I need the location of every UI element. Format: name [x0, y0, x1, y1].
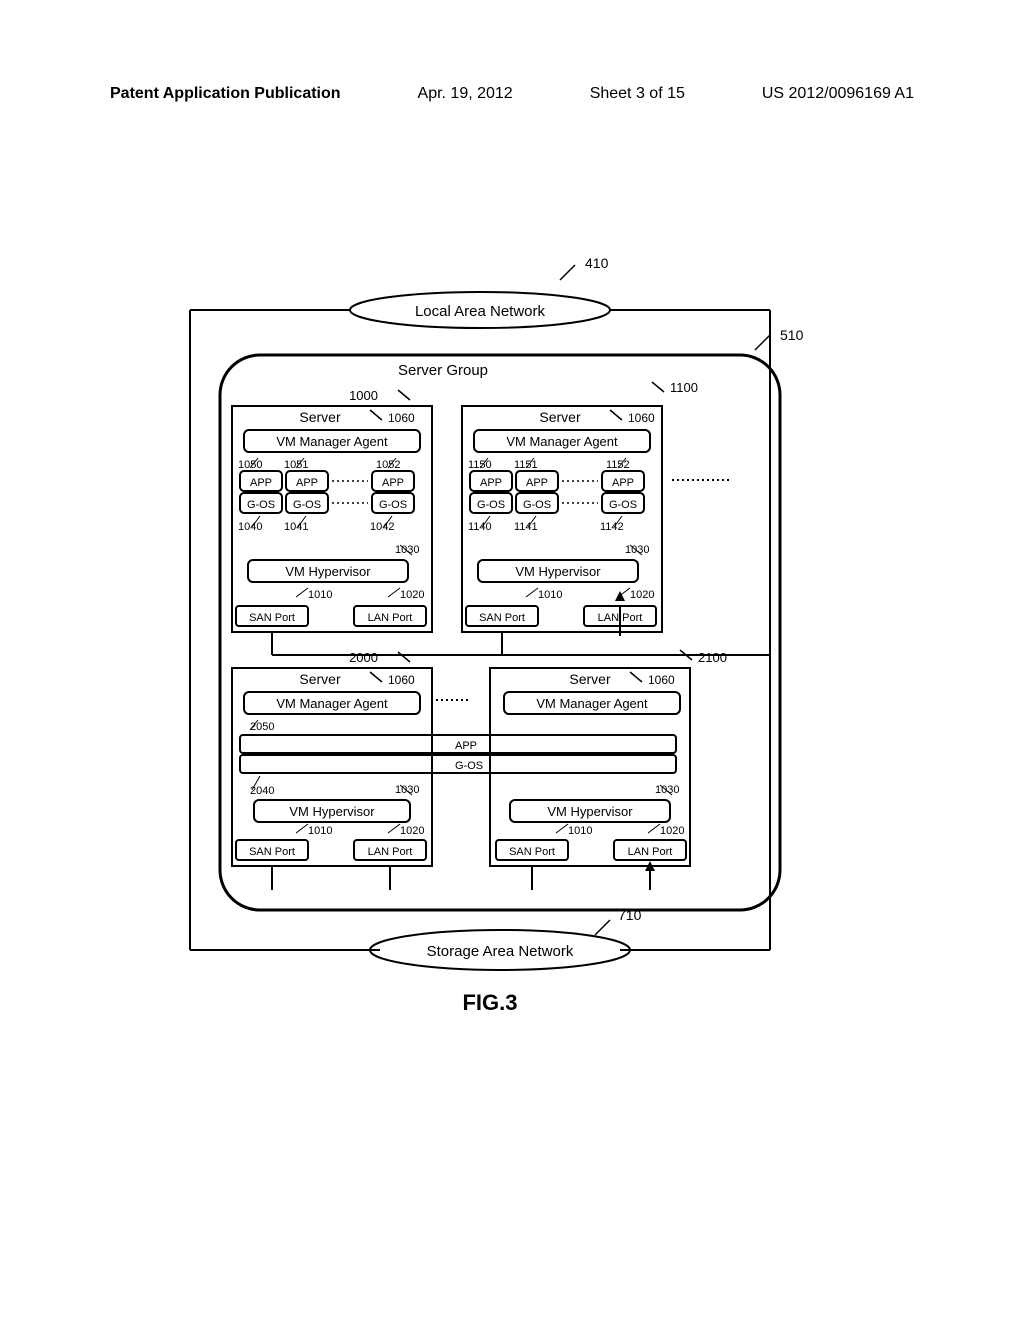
svg-text:VM Manager Agent: VM Manager Agent	[536, 696, 648, 711]
svg-text:1030: 1030	[655, 784, 679, 796]
figure-label: FIG.3	[462, 990, 517, 1015]
svg-text:VM Manager Agent: VM Manager Agent	[276, 696, 388, 711]
svg-text:APP: APP	[382, 477, 404, 489]
svg-text:Server: Server	[539, 409, 581, 425]
svg-text:LAN Port: LAN Port	[368, 612, 413, 624]
svg-text:1020: 1020	[400, 589, 424, 601]
svg-text:1052: 1052	[376, 459, 400, 471]
svg-text:VM Manager Agent: VM Manager Agent	[506, 434, 618, 449]
svg-text:1010: 1010	[308, 825, 332, 837]
svg-text:2050: 2050	[250, 721, 274, 733]
svg-text:1030: 1030	[395, 544, 419, 556]
svg-text:1030: 1030	[625, 544, 649, 556]
server-group-ref: 510	[780, 327, 804, 343]
san-tick	[595, 920, 610, 935]
svg-text:1060: 1060	[388, 673, 415, 687]
svg-text:SAN Port: SAN Port	[249, 612, 295, 624]
svg-text:VM Manager Agent: VM Manager Agent	[276, 434, 388, 449]
svg-text:1010: 1010	[308, 589, 332, 601]
svg-text:G-OS: G-OS	[477, 499, 505, 511]
svg-text:G-OS: G-OS	[523, 499, 551, 511]
svg-text:G-OS: G-OS	[455, 760, 483, 772]
svg-text:G-OS: G-OS	[379, 499, 407, 511]
svg-text:Server: Server	[299, 409, 341, 425]
svg-text:2040: 2040	[250, 785, 274, 797]
svg-text:1020: 1020	[400, 825, 424, 837]
svg-text:APP: APP	[296, 477, 318, 489]
server-1000: 1000 Server VM Manager Agent 1060 1050 1…	[232, 388, 432, 632]
svg-text:SAN Port: SAN Port	[509, 846, 555, 858]
svg-text:APP: APP	[612, 477, 634, 489]
svg-text:1140: 1140	[468, 521, 492, 533]
svg-text:1152: 1152	[606, 459, 630, 471]
svg-text:SAN Port: SAN Port	[479, 612, 525, 624]
svg-text:G-OS: G-OS	[609, 499, 637, 511]
svg-text:VM Hypervisor: VM Hypervisor	[285, 564, 371, 579]
svg-text:1050: 1050	[238, 459, 262, 471]
san-ref: 710	[618, 907, 642, 923]
svg-text:1010: 1010	[568, 825, 592, 837]
svg-text:APP: APP	[455, 740, 477, 752]
san-label: Storage Area Network	[427, 943, 574, 960]
svg-text:LAN Port: LAN Port	[368, 846, 413, 858]
svg-text:Server: Server	[569, 671, 611, 687]
server-2100: 2100 Server VM Manager Agent 1060 VM Hyp…	[490, 650, 727, 866]
server-group-label: Server Group	[398, 362, 488, 379]
svg-text:VM Hypervisor: VM Hypervisor	[547, 804, 633, 819]
svg-text:1020: 1020	[630, 589, 654, 601]
svg-text:1041: 1041	[284, 521, 308, 533]
svg-text:APP: APP	[526, 477, 548, 489]
diagram-container: Local Area Network 410 Server Group 510 …	[0, 0, 1024, 1320]
svg-text:LAN Port: LAN Port	[628, 846, 673, 858]
lan-tick	[560, 265, 575, 280]
server-group-tick	[755, 335, 770, 350]
svg-text:1060: 1060	[388, 411, 415, 425]
svg-text:1150: 1150	[468, 459, 492, 471]
svg-text:1042: 1042	[370, 521, 394, 533]
svg-text:2000: 2000	[349, 650, 378, 665]
lan-ref: 410	[585, 255, 609, 271]
svg-text:1000: 1000	[349, 388, 378, 403]
svg-text:1030: 1030	[395, 784, 419, 796]
svg-text:1060: 1060	[628, 411, 655, 425]
svg-text:1151: 1151	[514, 459, 538, 471]
svg-text:VM Hypervisor: VM Hypervisor	[515, 564, 601, 579]
svg-text:2100: 2100	[698, 650, 727, 665]
lan-label: Local Area Network	[415, 303, 546, 320]
svg-text:1051: 1051	[284, 459, 308, 471]
svg-text:1060: 1060	[648, 673, 675, 687]
svg-text:1010: 1010	[538, 589, 562, 601]
server-1100: 1100 Server VM Manager Agent 1060 1150 1…	[462, 380, 698, 632]
svg-text:APP: APP	[250, 477, 272, 489]
svg-text:Server: Server	[299, 671, 341, 687]
svg-text:1040: 1040	[238, 521, 262, 533]
svg-text:1141: 1141	[514, 521, 538, 533]
svg-text:1100: 1100	[670, 380, 698, 395]
svg-text:VM Hypervisor: VM Hypervisor	[289, 804, 375, 819]
svg-text:G-OS: G-OS	[293, 499, 321, 511]
svg-text:G-OS: G-OS	[247, 499, 275, 511]
svg-text:SAN Port: SAN Port	[249, 846, 295, 858]
svg-text:1020: 1020	[660, 825, 684, 837]
svg-text:APP: APP	[480, 477, 502, 489]
